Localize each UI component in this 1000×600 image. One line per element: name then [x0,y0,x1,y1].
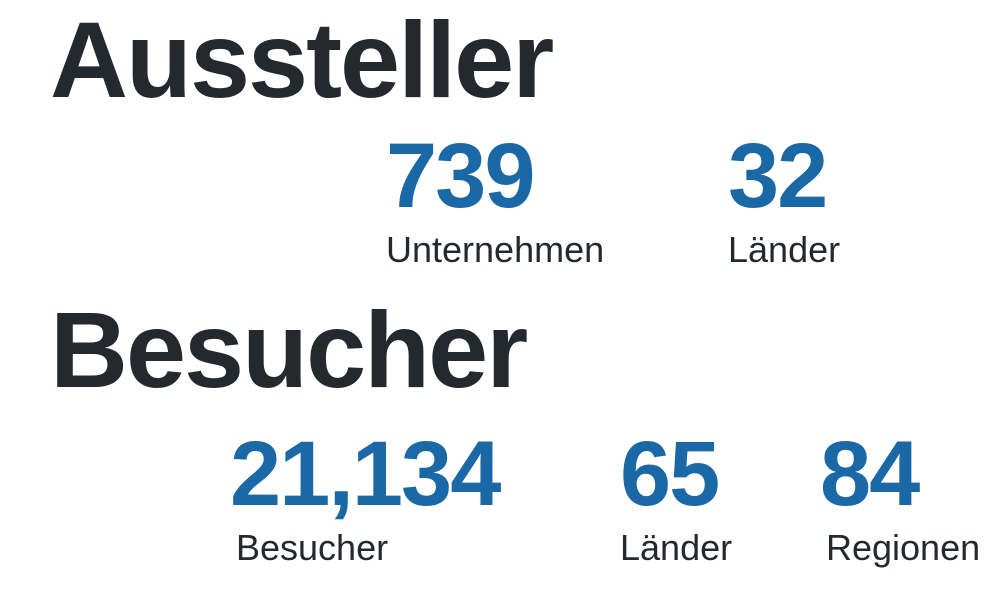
stat-label-companies: Unternehmen [386,232,604,268]
stat-label-visitors: Besucher [236,530,388,566]
stat-value-exhibitor-countries: 32 [728,130,826,222]
stat-label-regions: Regionen [826,530,980,566]
stat-label-visitor-countries: Länder [620,530,732,566]
stat-value-companies: 739 [386,130,534,222]
stat-value-visitor-countries: 65 [620,428,718,520]
stat-value-visitors: 21,134 [230,428,499,520]
section-title-exhibitors: Aussteller [50,6,552,114]
stat-label-exhibitor-countries: Länder [728,232,840,268]
stat-value-regions: 84 [820,428,918,520]
section-title-visitors: Besucher [50,296,526,404]
